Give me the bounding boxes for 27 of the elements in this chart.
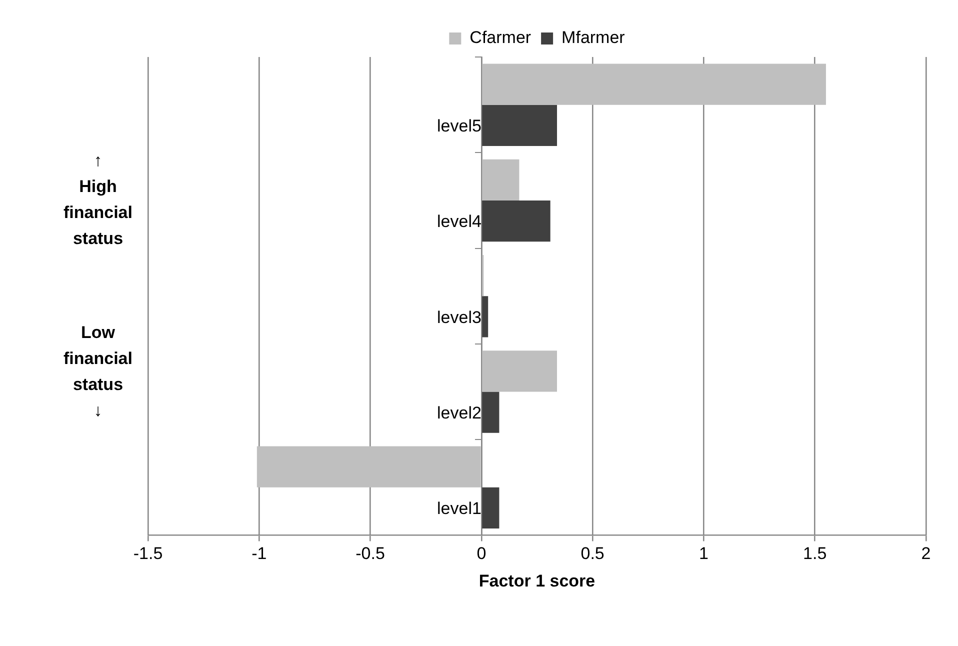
x-tick-label: 2: [921, 544, 931, 564]
x-tick-label: 1: [698, 544, 708, 564]
x-tick-label: -1.5: [133, 544, 163, 564]
x-tick-label: -0.5: [356, 544, 385, 564]
bar: [482, 159, 520, 200]
text: ↑ High financial status: [62, 150, 134, 250]
bar: [482, 296, 488, 338]
y-tick-label: level4: [437, 212, 482, 232]
bar: [482, 487, 500, 529]
y-tick-label: level3: [437, 308, 482, 327]
x-tick-label: 0: [476, 544, 486, 564]
x-axis-title: Factor 1 score: [478, 571, 596, 590]
x-tick-label: -1: [252, 544, 267, 564]
bar: [482, 104, 558, 146]
bar: [256, 446, 481, 488]
bar: [482, 350, 558, 392]
bar: [482, 200, 550, 242]
y-tick-label: level1: [437, 499, 482, 518]
y-tick-label: level2: [437, 403, 482, 422]
x-tick-label: 1.5: [803, 544, 827, 564]
x-tick-label: 0.5: [580, 544, 604, 564]
bar: [482, 64, 826, 105]
bar: [482, 392, 500, 433]
y-tick-label: level5: [437, 116, 482, 136]
text: Low financial status ↓: [62, 322, 134, 422]
legend-label: Cfarmer: [470, 28, 532, 48]
legend-label: Mfarmer: [562, 28, 626, 48]
